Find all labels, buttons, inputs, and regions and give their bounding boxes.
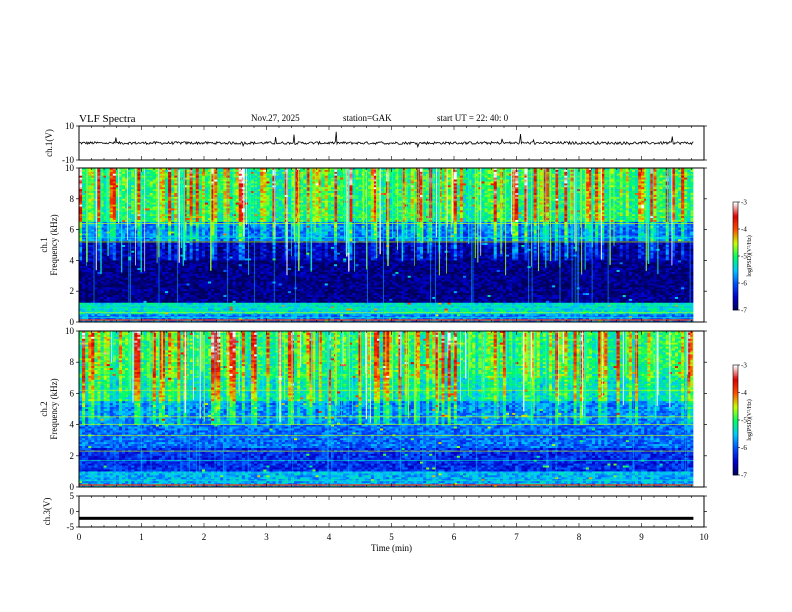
date-label: Nov.27, 2025 xyxy=(251,113,300,123)
ch1-waveform-ylabel: ch.1(V) xyxy=(44,129,54,157)
ch1-colorbar-label: log(PSD)(V²/Hz) xyxy=(746,235,753,276)
ch3-waveform-ytick-label: 0 xyxy=(70,507,75,517)
ch3-waveform-ytick-label: 5 xyxy=(70,491,75,501)
ch2-spectrogram-ytick-label: 4 xyxy=(70,420,75,430)
ch2-colorbar-label: log(PSD)(V²/Hz) xyxy=(746,399,753,440)
ch1-spectrogram-ytick-label: 10 xyxy=(65,163,75,173)
ch2-spectrogram-ytick-label: 2 xyxy=(70,451,75,461)
ch2-spectrogram-ytick-label: 10 xyxy=(65,326,75,336)
ch2-colorbar-tick-label: -6 xyxy=(741,444,747,452)
ch1-spectrogram-image xyxy=(79,168,704,322)
time-xtick-label: 6 xyxy=(452,532,457,542)
ch1-spectrogram-ytick-label: 2 xyxy=(70,286,75,296)
ch2-spectrogram-ylabel-frequency: Frequency (kHz) xyxy=(49,378,59,439)
ch1-spectrogram-ytick-label: 8 xyxy=(70,194,75,204)
start-time-label: start UT = 22: 40: 0 xyxy=(437,113,508,123)
time-xtick-label: 7 xyxy=(514,532,519,542)
figure-title: VLF Spectra xyxy=(79,113,136,125)
ch2-spectrogram-image xyxy=(79,331,704,487)
ch1-spectrogram-ytick-label: 6 xyxy=(70,225,75,235)
time-xtick-label: 9 xyxy=(639,532,644,542)
ch3-waveform-trace xyxy=(79,517,693,520)
ch1-colorbar-tick-label: -3 xyxy=(741,199,747,207)
ch3-waveform-ylabel: ch.3(V) xyxy=(42,498,52,526)
ch1-colorbar-tick-label: -6 xyxy=(741,280,747,288)
ch2-colorbar-tick-label: -7 xyxy=(741,472,747,480)
ch1-spectrogram-ylabel-frequency: Frequency (kHz) xyxy=(49,214,59,275)
station-label: station=GAK xyxy=(343,113,392,123)
ch2-colorbar-tick-label: -4 xyxy=(741,389,747,397)
time-xtick-label: 2 xyxy=(202,532,207,542)
ch1-spectrogram-ytick-label: 4 xyxy=(70,255,75,265)
time-xtick-label: 5 xyxy=(389,532,394,542)
ch1-waveform-ytick-label: 10 xyxy=(65,121,75,131)
time-xtick-label: 1 xyxy=(139,532,144,542)
ch1-spectrogram-ylabel-channel: ch.1 xyxy=(39,237,49,252)
ch1-colorbar-tick-label: -7 xyxy=(741,307,747,315)
time-xtick-label: 4 xyxy=(327,532,332,542)
ch2-spectrogram-ytick-label: 8 xyxy=(70,357,75,367)
time-xtick-label: 8 xyxy=(577,532,582,542)
ch2-colorbar-tick-label: -3 xyxy=(741,362,747,370)
ch2-spectrogram-ylabel-channel: ch.2 xyxy=(39,401,49,416)
ch2-spectrogram-ytick-label: 6 xyxy=(70,388,75,398)
time-xtick-label: 0 xyxy=(77,532,82,542)
ch2-colorbar-gradient xyxy=(733,365,738,475)
time-xlabel: Time (min) xyxy=(371,543,412,553)
ch1-waveform-trace xyxy=(79,132,693,147)
ch1-colorbar-tick-label: -4 xyxy=(741,226,747,234)
time-xtick-label: 3 xyxy=(264,532,269,542)
ch3-waveform-axes xyxy=(79,496,704,527)
ch1-colorbar-gradient xyxy=(733,202,738,310)
ch3-waveform-ytick-label: -5 xyxy=(67,522,75,532)
time-xtick-label: 10 xyxy=(700,532,710,542)
